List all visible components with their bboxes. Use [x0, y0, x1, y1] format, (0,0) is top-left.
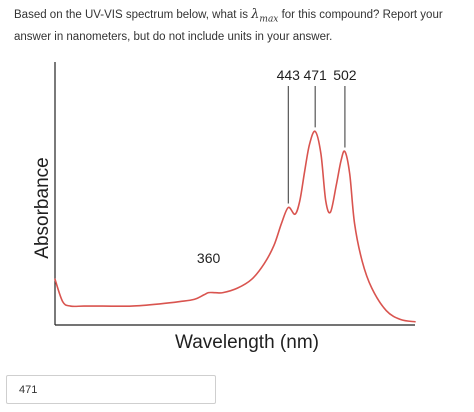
peak-label-360: 360: [197, 250, 221, 266]
answer-input[interactable]: [6, 375, 216, 404]
peak-label-443: 443: [277, 67, 301, 83]
question-text-after: for this compound? Report your answer in…: [14, 9, 443, 43]
lambda-max-symbol: λmax: [251, 7, 279, 25]
question-text-before: Based on the UV-VIS spectrum below, what…: [14, 9, 248, 21]
lambda-symbol: λ: [251, 7, 260, 22]
peak-annotations: 360 443 471 502: [197, 67, 357, 266]
spectrum-curve: [54, 130, 416, 323]
peak-label-502: 502: [333, 67, 357, 83]
y-axis-label: Absorbance: [32, 157, 53, 258]
peak-label-471: 471: [303, 67, 327, 83]
lambda-subscript: max: [259, 14, 279, 25]
question-text: Based on the UV-VIS spectrum below, what…: [14, 6, 464, 46]
x-axis-label: Wavelength (nm): [175, 332, 319, 353]
